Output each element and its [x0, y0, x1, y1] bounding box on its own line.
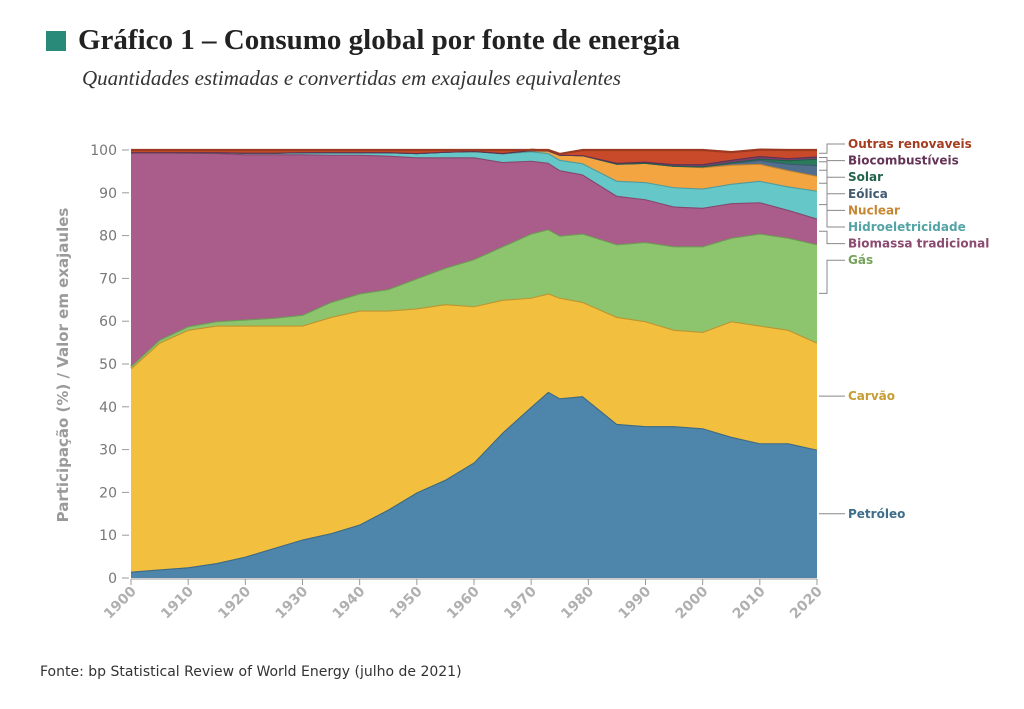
legend: Outras renovaveis Biocombustíveis Solar Eól… [819, 137, 989, 521]
y-axis: 0 10 20 30 40 50 60 70 80 90 100 [90, 143, 129, 587]
y-tick-label: 50 [99, 357, 117, 373]
x-tick-label: 1990 [615, 583, 654, 622]
legend-leader [819, 204, 845, 228]
y-axis-label: Participação (%) / Valor em exajaules [54, 208, 72, 523]
x-tick-label: 1900 [101, 583, 140, 622]
area-carvao [131, 293, 817, 572]
y-tick-label: 80 [99, 229, 117, 245]
x-tick-label: 1940 [330, 583, 369, 622]
x-tick-label: 2010 [730, 583, 769, 622]
x-tick-label: 1950 [387, 583, 426, 622]
y-tick-label: 30 [99, 443, 117, 459]
x-tick-label: 1930 [272, 583, 311, 622]
area-nuclear [131, 150, 817, 191]
legend-leader [819, 259, 845, 294]
legend-leader [819, 169, 845, 195]
x-tick-label: 1970 [501, 583, 540, 622]
legend-label-biomassa: Biomassa tradicional [848, 237, 989, 251]
y-tick-label: 60 [99, 314, 117, 330]
legend-label-biocomb: Biocombustíveis [848, 154, 959, 168]
y-tick-label: 0 [108, 571, 117, 587]
y-tick-label: 70 [99, 271, 117, 287]
legend-label-petroleo: Petróleo [848, 507, 905, 521]
legend-label-carvao: Carvão [848, 389, 895, 403]
y-tick-label: 100 [90, 143, 117, 159]
legend-label-hidro: Hidroeletricidade [848, 220, 966, 234]
chart-title: Gráfico 1 – Consumo global por fonte de … [78, 24, 680, 56]
area-biomassa [131, 152, 817, 367]
legend-label-gas: Gás [848, 253, 873, 267]
legend-label-outras: Outras renovaveis [848, 137, 972, 151]
y-tick-label: 10 [99, 528, 117, 544]
chart-subtitle: Quantidades estimadas e convertidas em e… [82, 66, 621, 90]
legend-leader [819, 161, 845, 178]
legend-leader [819, 157, 845, 162]
legend-leader [819, 230, 845, 245]
area-layers [130, 148, 818, 578]
x-tick-label: 1910 [158, 583, 197, 622]
x-tick-label: 1960 [444, 583, 483, 622]
x-tick-label: 1920 [215, 583, 254, 622]
legend-leader [819, 182, 845, 211]
area-petroleo [131, 391, 817, 578]
legend-label-nuclear: Nuclear [848, 203, 900, 217]
title-square-icon [46, 30, 66, 51]
y-tick-label: 40 [99, 400, 117, 416]
y-tick-label: 20 [99, 485, 117, 501]
area-gas [131, 229, 817, 369]
source-note: Fonte: bp Statistical Review of World En… [40, 664, 462, 680]
x-axis: 1900 1910 1920 1930 1940 1950 1960 1970 1980 1990… [101, 578, 826, 622]
x-tick-label: 2000 [673, 583, 712, 622]
area-outras [131, 149, 817, 165]
legend-label-eolica: Eólica [848, 187, 888, 201]
x-tick-label: 1980 [558, 583, 597, 622]
x-tick-label: 2020 [787, 583, 826, 622]
chart-title-row: Gráfico 1 – Consumo global por fonte de … [46, 24, 680, 57]
legend-leader [819, 143, 845, 154]
y-tick-label: 90 [99, 186, 117, 202]
line-outras [131, 148, 817, 156]
legend-label-solar: Solar [848, 170, 883, 184]
